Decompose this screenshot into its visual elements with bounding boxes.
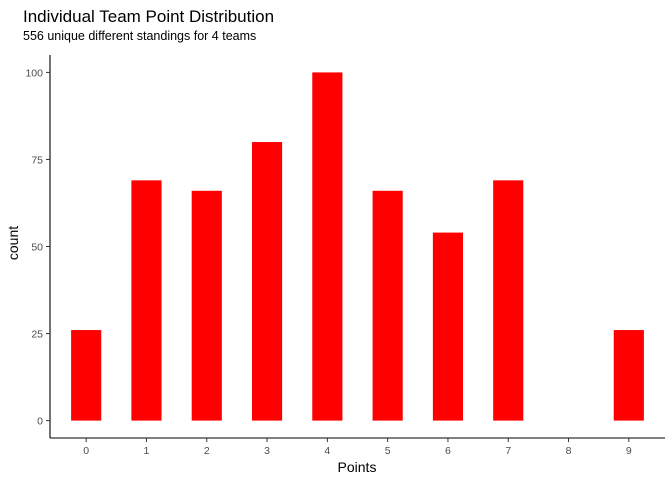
x-tick-label: 1 [144,445,150,457]
y-tick-label: 50 [31,242,43,254]
x-axis-ticks: 0 1 2 3 4 5 6 7 8 9 [83,438,632,457]
x-tick-label: 3 [264,445,270,457]
bar-5 [372,190,403,421]
chart-subtitle: 556 unique different standings for 4 tea… [23,29,256,43]
bar-0 [71,330,102,421]
x-axis-title: Points [338,459,377,475]
y-tick-label: 25 [31,329,43,341]
y-tick-label: 100 [25,67,43,79]
bar-7 [493,180,524,421]
bar-1 [131,180,162,421]
y-axis-title: count [5,226,21,260]
bar-9 [613,330,644,421]
x-tick-label: 8 [566,445,572,457]
x-tick-label: 9 [626,445,632,457]
bars-group [71,72,644,421]
y-tick-label: 0 [37,416,43,428]
x-tick-label: 2 [204,445,210,457]
bar-4 [312,72,343,421]
x-tick-label: 7 [505,445,511,457]
chart-title: Individual Team Point Distribution [23,7,274,26]
y-axis-ticks: 0 25 50 75 100 [25,67,50,428]
bar-2 [191,190,222,421]
x-tick-label: 0 [83,445,89,457]
x-tick-label: 4 [324,445,330,457]
bar-6 [432,232,464,421]
y-tick-label: 75 [31,154,43,166]
x-tick-label: 6 [445,445,451,457]
bar-3 [251,142,283,421]
x-tick-label: 5 [385,445,391,457]
